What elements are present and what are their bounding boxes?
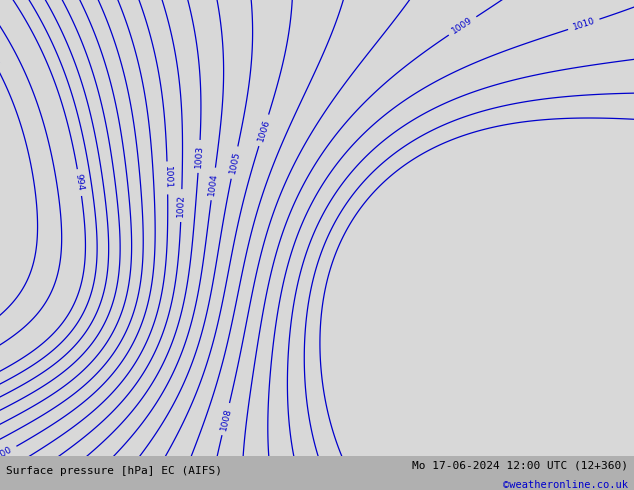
Text: 994: 994 — [74, 173, 86, 192]
Text: 1002: 1002 — [176, 194, 186, 217]
Text: 1001: 1001 — [163, 166, 172, 190]
Text: 1004: 1004 — [207, 172, 219, 196]
Text: 1008: 1008 — [219, 407, 233, 431]
Text: 1006: 1006 — [256, 118, 271, 143]
Text: 1000: 1000 — [0, 445, 15, 464]
Text: 1009: 1009 — [450, 16, 475, 36]
Text: Mo 17-06-2024 12:00 UTC (12+360): Mo 17-06-2024 12:00 UTC (12+360) — [411, 461, 628, 471]
Text: ©weatheronline.co.uk: ©weatheronline.co.uk — [503, 480, 628, 490]
Text: 1005: 1005 — [228, 150, 241, 175]
Text: 1007: 1007 — [170, 476, 187, 490]
Text: 1003: 1003 — [194, 145, 204, 168]
Text: Surface pressure [hPa] EC (AIFS): Surface pressure [hPa] EC (AIFS) — [6, 466, 223, 476]
Text: 1010: 1010 — [571, 17, 596, 32]
